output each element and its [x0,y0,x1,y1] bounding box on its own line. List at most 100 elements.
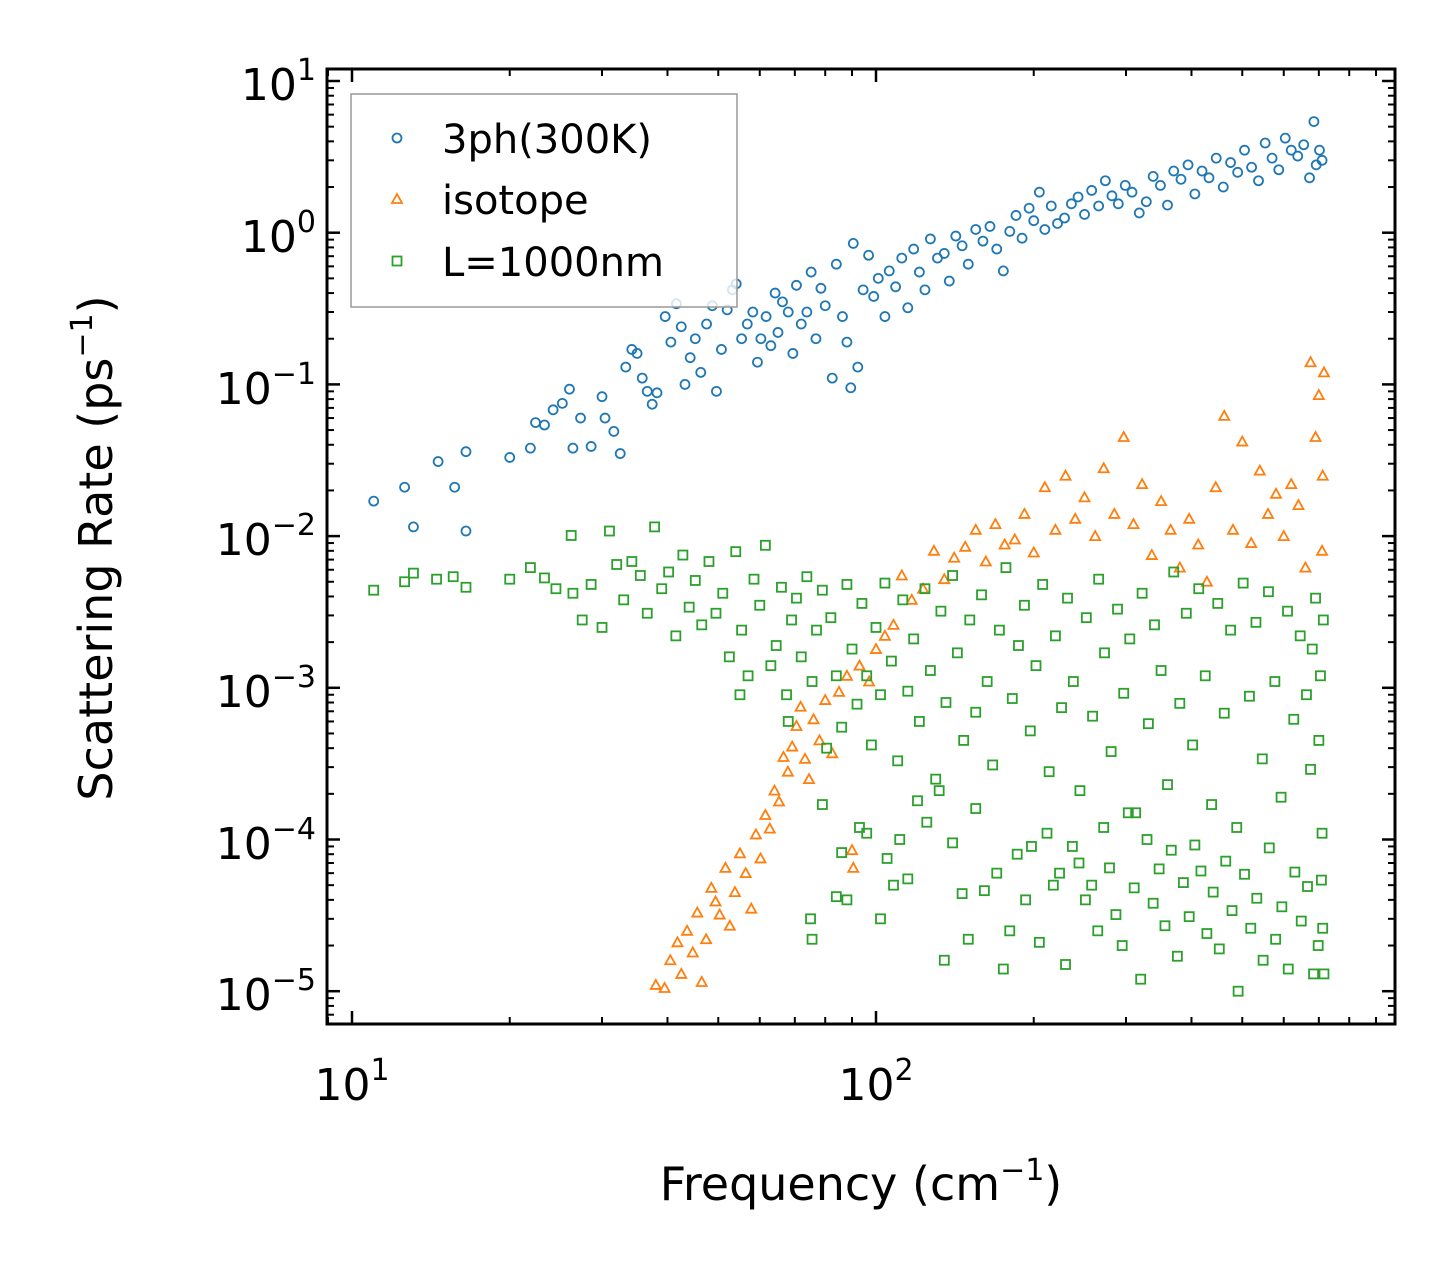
data-point [585,579,597,590]
data-point [1168,165,1180,177]
data-point [886,617,901,630]
data-point [1210,152,1222,164]
data-point [861,827,873,839]
data-point [432,456,444,467]
data-point [1024,725,1036,737]
legend: 3ph(300K) isotope L=1000nm [350,93,738,308]
data-point [675,321,687,333]
data-point [1232,166,1244,178]
data-point [1263,586,1274,598]
legend-box [350,93,738,308]
data-point [1133,207,1145,219]
data-point [567,442,579,454]
data-point [1142,718,1154,730]
data-point [1180,607,1192,619]
data-point [1077,490,1092,503]
data-point [1159,920,1171,932]
data-point [1135,477,1149,490]
data-point [845,382,857,394]
data-point [1072,191,1084,203]
data-point [777,296,788,308]
data-point [818,693,832,705]
data-point [830,891,842,903]
data-point [447,571,459,583]
data-point [1126,186,1138,198]
data-point [811,624,822,636]
data-point [805,266,817,278]
data-point [1033,936,1045,948]
data-point [1182,511,1196,524]
data-point [1112,603,1123,615]
data-point [723,651,735,663]
data-point [997,963,1009,975]
data-point [641,607,653,619]
data-point [585,441,597,452]
data-point [951,647,963,659]
legend-marker-square [391,255,403,267]
data-point [1171,950,1183,962]
data-point [801,306,813,318]
data-point [1244,536,1258,548]
data-point [1106,190,1118,202]
data-point [689,333,701,345]
data-point [634,570,646,581]
data-point [754,599,766,611]
y-tick-label: 10−3 [216,660,316,718]
data-point [1098,822,1110,833]
data-point [1177,877,1189,888]
data-point [1189,188,1201,200]
data-point [1312,940,1324,951]
data-point [1285,144,1297,156]
data-point [1147,897,1159,909]
data-point [1174,697,1186,709]
data-point [940,697,952,708]
data-point [1087,710,1098,722]
data-point [846,861,860,873]
data-point [1140,196,1152,208]
data-point [789,719,803,731]
data-point [841,579,853,590]
data-point [912,795,923,807]
data-point [852,361,864,373]
data-point [656,583,668,595]
data-point [875,689,886,701]
data-point [739,866,753,879]
data-point [791,279,802,291]
data-point [894,834,906,845]
data-point [1225,157,1236,168]
data-point [1284,477,1298,490]
data-point [1017,507,1031,519]
data-point [847,238,859,249]
data-point [841,894,853,906]
data-point [759,539,771,551]
data-point [1086,185,1098,196]
data-point [1155,180,1166,191]
data-point [1259,137,1271,149]
data-point [787,348,799,359]
data-point [1059,212,1070,224]
data-point [836,721,848,733]
data-point [649,521,661,533]
data-point [1305,763,1316,775]
data-point [840,668,854,681]
data-point [976,589,987,601]
data-point [810,333,822,345]
data-point [805,913,816,925]
data-point [704,881,718,893]
data-point [816,584,828,596]
data-point [1149,619,1160,631]
data-point [1203,172,1215,184]
data-point [1004,925,1016,937]
data-point [1316,827,1328,839]
data-point [879,577,891,589]
data-point [781,689,792,701]
data-point [1175,173,1187,185]
y-tick-label: 10−1 [216,357,316,415]
data-point [1041,827,1053,839]
data-point [1074,785,1086,797]
data-point [1193,583,1205,595]
data-point [684,352,696,364]
legend-entry: L=1000nm [391,240,664,286]
data-point [1116,940,1128,951]
data-point [791,592,802,604]
